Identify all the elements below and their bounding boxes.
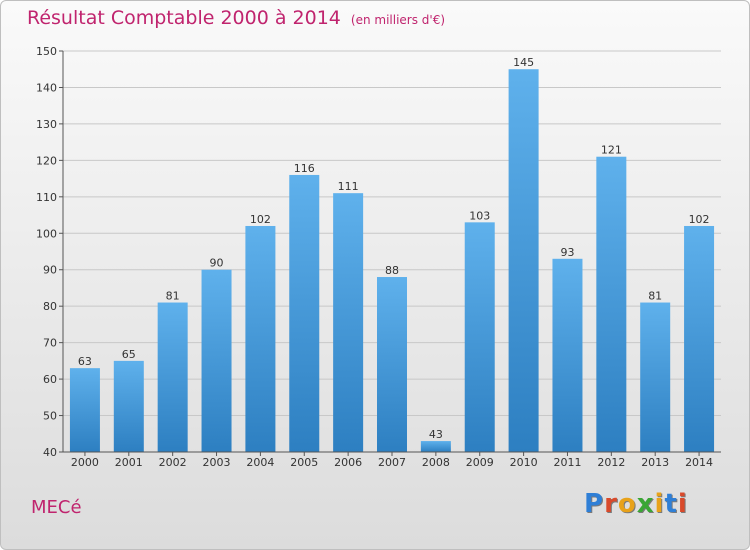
y-tick-label: 110 — [36, 191, 57, 204]
logo-letter: i — [677, 489, 688, 519]
chart-unit: (en milliers d'€) — [350, 13, 446, 27]
bar-2004 — [245, 225, 276, 452]
y-tick-label: 100 — [36, 227, 57, 240]
x-tick-label: 2008 — [422, 456, 450, 469]
bar-value-label: 93 — [560, 246, 574, 259]
axes: 40 50 60 70 80 90 100 110 120 130 140 150 2000 2001 20… — [36, 45, 721, 469]
bar-value-label: 102 — [250, 213, 271, 226]
x-tick-label: 2000 — [71, 456, 99, 469]
logo-letter: o — [617, 489, 637, 519]
commune-name: MECé — [31, 497, 82, 518]
bar-2006 — [333, 193, 364, 452]
bar-value-label: 81 — [648, 290, 662, 303]
y-tick-label: 130 — [36, 118, 57, 131]
chart-title: Résultat Comptable 2000 à 2014 (en millie… — [27, 7, 445, 29]
y-tick-label: 120 — [36, 154, 57, 167]
bar-value-label: 65 — [122, 348, 136, 361]
x-tick-label: 2013 — [641, 456, 669, 469]
y-tick-label: 40 — [43, 446, 57, 459]
bar-2002 — [157, 302, 188, 452]
logo-letter: t — [664, 489, 678, 519]
bar-value-label: 102 — [689, 213, 710, 226]
bar-2010 — [508, 69, 539, 453]
x-tick-label: 2003 — [203, 456, 231, 469]
x-tick-label: 2004 — [246, 456, 274, 469]
logo-letter: r — [604, 489, 618, 519]
bar-value-label: 90 — [210, 257, 224, 270]
y-tick-label: 140 — [36, 81, 57, 94]
y-tick-label: 150 — [36, 45, 57, 58]
bar-2011 — [552, 258, 583, 452]
chart-title-text: Résultat Comptable 2000 à 2014 — [27, 7, 341, 29]
bar-2007 — [377, 277, 407, 452]
logo-letter: i — [654, 489, 665, 519]
y-tick-label: 90 — [43, 264, 57, 277]
x-tick-label: 2011 — [553, 456, 581, 469]
x-tick-label: 2002 — [159, 456, 187, 469]
x-tick-label: 2005 — [290, 456, 318, 469]
y-tick-label: 80 — [43, 300, 57, 313]
proxiti-logo: Proxiti — [584, 489, 688, 519]
y-tick-label: 60 — [43, 373, 57, 386]
bar-2000 — [69, 368, 100, 452]
x-tick-label: 2010 — [510, 456, 538, 469]
x-tick-label: 2014 — [685, 456, 713, 469]
bar-2001 — [113, 360, 144, 452]
bar-value-label: 103 — [469, 209, 490, 222]
bar-value-label: 43 — [429, 428, 443, 441]
x-tick-label: 2001 — [115, 456, 143, 469]
bar-value-label: 121 — [601, 144, 622, 157]
x-tick-label: 2006 — [334, 456, 362, 469]
logo-letter: P — [584, 489, 605, 519]
bar-value-label: 81 — [166, 290, 180, 303]
x-tick-label: 2012 — [597, 456, 625, 469]
bar-value-label: 88 — [385, 264, 399, 277]
y-tick-label: 70 — [43, 337, 57, 350]
bar-2009 — [464, 222, 495, 452]
x-tick-label: 2009 — [466, 456, 494, 469]
bars: 63 65 81 90 102 116 111 88 43 103 145 93 121 81 102 — [69, 56, 715, 453]
bar-2012 — [596, 156, 627, 452]
bar-value-label: 145 — [513, 56, 534, 69]
bar-2014 — [684, 225, 715, 452]
bar-2003 — [201, 269, 232, 452]
bar-2008 — [420, 441, 451, 452]
bar-value-label: 111 — [338, 180, 359, 193]
bar-value-label: 63 — [78, 355, 92, 368]
logo-letter: x — [636, 489, 655, 519]
y-tick-label: 50 — [43, 410, 57, 423]
bar-2005 — [289, 174, 320, 453]
x-tick-label: 2007 — [378, 456, 406, 469]
bar-value-label: 116 — [294, 162, 315, 175]
bar-2013 — [640, 302, 671, 452]
